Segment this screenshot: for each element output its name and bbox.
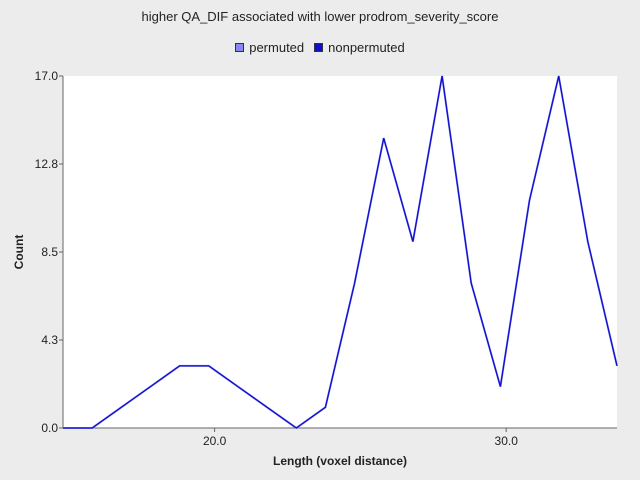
series-line-nonpermuted xyxy=(63,75,618,429)
plot-background xyxy=(63,76,617,428)
x-tick-label: 20.0 xyxy=(203,434,227,448)
y-tick-label: 17.0 xyxy=(35,69,59,83)
legend-swatch-permuted xyxy=(235,43,245,52)
legend-item-nonpermuted[interactable]: nonpermuted xyxy=(314,40,405,55)
legend-label-permuted: permuted xyxy=(249,40,305,55)
legend-swatch-nonpermuted xyxy=(314,43,324,52)
y-tick-label: 4.3 xyxy=(41,333,58,347)
legend-item-permuted[interactable]: permuted xyxy=(235,40,304,55)
legend: permuted nonpermuted xyxy=(0,40,640,55)
y-tick-label: 0.0 xyxy=(41,421,58,435)
y-tick-label: 8.5 xyxy=(41,245,58,259)
x-tick-label: 30.0 xyxy=(495,434,519,448)
y-axis-title: Count xyxy=(12,235,26,270)
y-tick-label: 12.8 xyxy=(35,157,59,171)
legend-label-nonpermuted: nonpermuted xyxy=(328,40,405,55)
x-axis-title: Length (voxel distance) xyxy=(273,454,407,468)
chart-title: higher QA_DIF associated with lower prod… xyxy=(141,9,499,24)
